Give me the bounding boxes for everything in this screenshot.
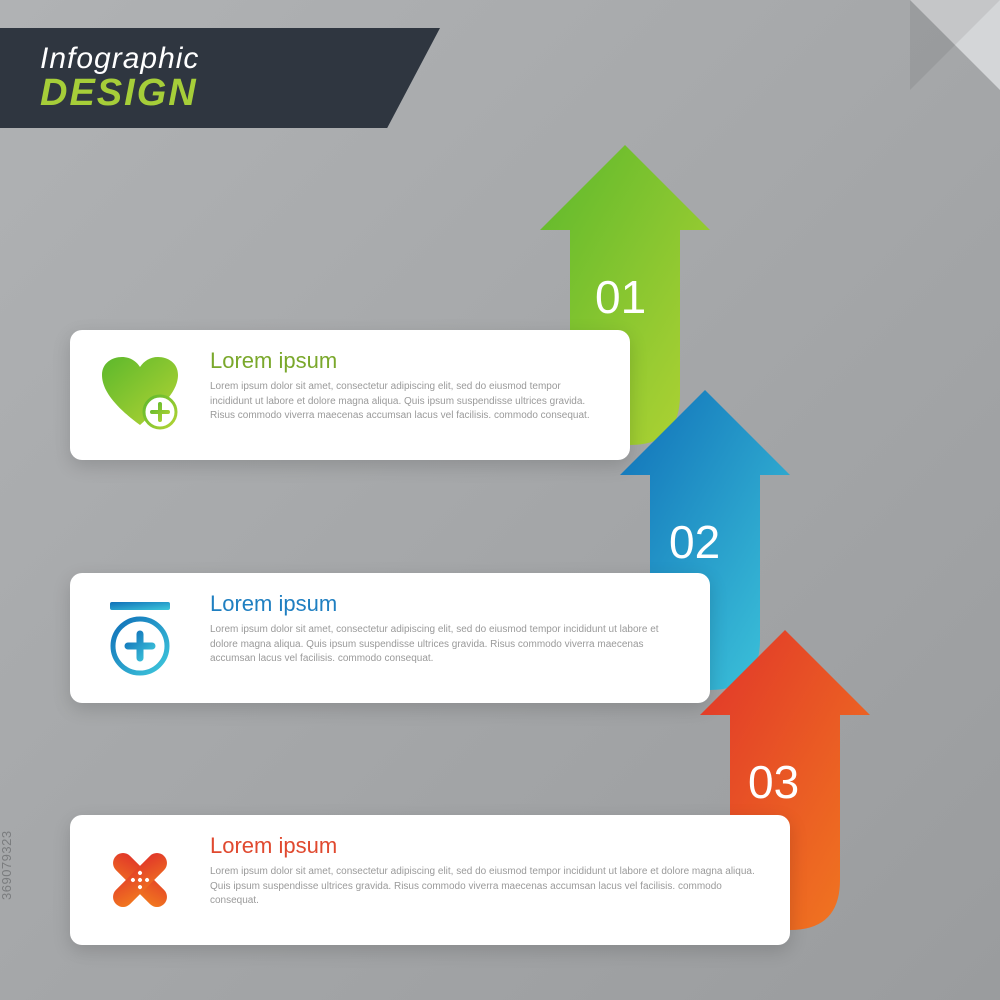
step-number-1: 01 bbox=[595, 270, 646, 324]
card-2-title: Lorem ipsum bbox=[210, 591, 680, 617]
card-1-title: Lorem ipsum bbox=[210, 348, 600, 374]
header-title-line2: DESIGN bbox=[40, 72, 440, 115]
header-band: Infographic DESIGN bbox=[0, 28, 440, 128]
card-1: Lorem ipsum Lorem ipsum dolor sit amet, … bbox=[70, 330, 630, 460]
step-number-2: 02 bbox=[669, 515, 720, 569]
watermark-id: 369079323 bbox=[0, 830, 14, 900]
hospital-sign-icon bbox=[100, 598, 180, 678]
header-title-line1: Infographic bbox=[40, 42, 440, 76]
heart-plus-icon bbox=[100, 355, 180, 435]
bandage-cross-icon bbox=[100, 840, 180, 920]
step-number-3: 03 bbox=[748, 755, 799, 809]
corner-fold bbox=[910, 0, 1000, 90]
card-3-title: Lorem ipsum bbox=[210, 833, 760, 859]
card-2: Lorem ipsum Lorem ipsum dolor sit amet, … bbox=[70, 573, 710, 703]
card-1-body: Lorem ipsum dolor sit amet, consectetur … bbox=[210, 380, 600, 424]
card-2-body: Lorem ipsum dolor sit amet, consectetur … bbox=[210, 623, 680, 667]
card-3: Lorem ipsum Lorem ipsum dolor sit amet, … bbox=[70, 815, 790, 945]
card-3-body: Lorem ipsum dolor sit amet, consectetur … bbox=[210, 865, 760, 909]
